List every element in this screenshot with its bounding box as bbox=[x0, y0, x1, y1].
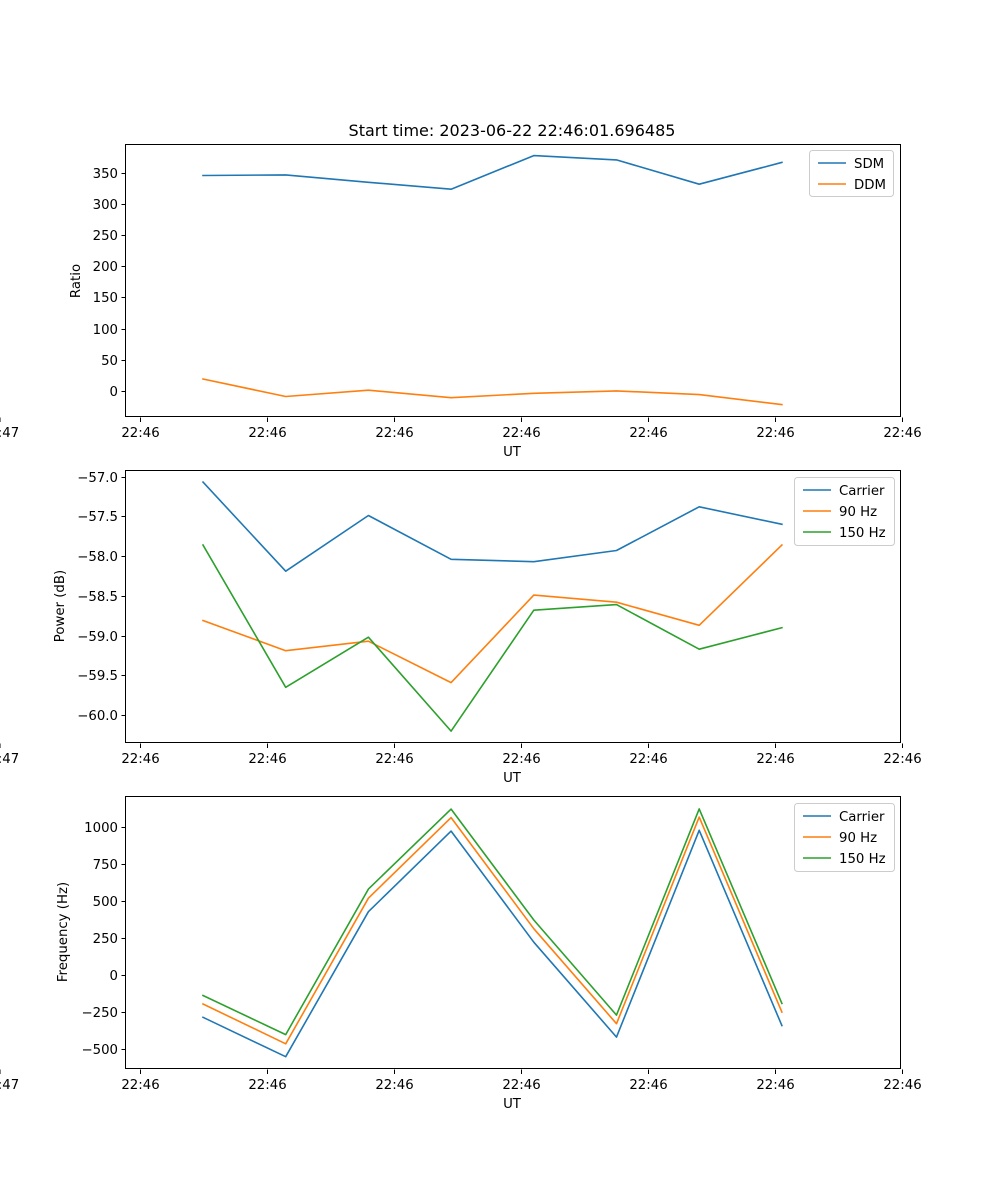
legend: Carrier 90 Hz 150 Hz bbox=[794, 477, 895, 546]
legend-label: SDM bbox=[854, 157, 884, 172]
axes-frame bbox=[125, 144, 901, 417]
y-tick-label: −59.5 bbox=[77, 669, 118, 684]
x-tick-label: 22:46 bbox=[502, 426, 540, 441]
y-tick-label: −58.0 bbox=[77, 550, 118, 565]
x-tick-label: 22:46 bbox=[629, 752, 667, 767]
y-tick-label: 0 bbox=[110, 385, 118, 400]
y-tick-label: 350 bbox=[93, 167, 118, 182]
x-tick-label: 22:46 bbox=[248, 1078, 286, 1093]
x-tick-label: 22:46 bbox=[883, 1078, 921, 1093]
y-tick-label: −250 bbox=[81, 1006, 118, 1021]
x-axis-label: UT bbox=[503, 1097, 522, 1112]
y-tick-label: 0 bbox=[110, 969, 118, 984]
series-line-sdm bbox=[202, 154, 783, 190]
legend-label: 150 Hz bbox=[839, 852, 886, 867]
x-tick-label: 22:46 bbox=[375, 1078, 413, 1093]
legend: SDM DDM bbox=[809, 150, 894, 197]
legend-label: 150 Hz bbox=[839, 526, 886, 541]
y-tick-label: 1000 bbox=[84, 821, 118, 836]
x-tick-label: 22:46 bbox=[248, 426, 286, 441]
x-tick-label: 22:46 bbox=[502, 752, 540, 767]
y-tick-label: −57.5 bbox=[77, 510, 118, 525]
y-tick-label: 750 bbox=[93, 858, 118, 873]
series-line-90-hz bbox=[201, 543, 784, 684]
x-tick-label: 22:46 bbox=[121, 426, 159, 441]
x-tick-label: 22:46 bbox=[883, 426, 921, 441]
x-tick-label: 22:46 bbox=[756, 426, 794, 441]
series-line-carrier bbox=[201, 829, 783, 1058]
y-tick-label: 200 bbox=[93, 260, 118, 275]
x-tick-label: 22:47 bbox=[0, 752, 19, 767]
y-tick-label: −500 bbox=[81, 1043, 118, 1058]
y-tick-label: −57.0 bbox=[77, 471, 118, 486]
x-tick-label: 22:46 bbox=[756, 752, 794, 767]
x-tick-label: 22:46 bbox=[883, 752, 921, 767]
y-tick-label: −60.0 bbox=[77, 709, 118, 724]
x-axis-ticks: 22:46 22:46 22:46 22:46 22:46 22:46 22:46 22:47 bbox=[0, 417, 922, 441]
y-axis-ticks: 0 50 100 150 200 250 300 350 bbox=[93, 167, 126, 400]
chart-title: Start time: 2023-06-22 22:46:01.696485 bbox=[349, 121, 676, 140]
plot-lines bbox=[201, 808, 783, 1058]
x-tick-label: 22:46 bbox=[629, 426, 667, 441]
x-axis-label: UT bbox=[503, 771, 522, 786]
legend-box bbox=[794, 803, 895, 872]
y-tick-label: −58.5 bbox=[77, 590, 118, 605]
y-tick-label: 250 bbox=[93, 932, 118, 947]
y-tick-label: 100 bbox=[93, 323, 118, 338]
y-tick-label: 150 bbox=[93, 291, 118, 306]
x-tick-label: 22:46 bbox=[756, 1078, 794, 1093]
ratio-panel: Start time: 2023-06-22 22:46:01.696485 0… bbox=[0, 121, 922, 460]
y-axis-ticks: −60.0 −59.5 −59.0 −58.5 −58.0 −57.5 −57.0 bbox=[77, 471, 126, 724]
legend-label: 90 Hz bbox=[839, 505, 877, 520]
x-tick-label: 22:46 bbox=[375, 752, 413, 767]
legend-box bbox=[794, 477, 895, 546]
y-axis-label: Power (dB) bbox=[53, 570, 68, 642]
power-panel: −60.0 −59.5 −59.0 −58.5 −58.0 −57.5 −57.0 22:4… bbox=[0, 470, 922, 786]
axes-frame bbox=[125, 796, 901, 1069]
x-tick-label: 22:46 bbox=[375, 426, 413, 441]
legend-box bbox=[809, 150, 894, 197]
y-tick-label: 500 bbox=[93, 895, 118, 910]
y-axis-label: Frequency (Hz) bbox=[56, 882, 71, 982]
series-line-carrier bbox=[201, 480, 783, 573]
series-line-150-hz bbox=[201, 543, 783, 732]
y-tick-label: 300 bbox=[93, 198, 118, 213]
x-axis-label: UT bbox=[503, 445, 522, 460]
series-line-150-hz bbox=[201, 808, 783, 1036]
x-tick-label: 22:46 bbox=[121, 752, 159, 767]
x-axis-ticks: 22:46 22:46 22:46 22:46 22:46 22:46 22:46 22:47 bbox=[0, 743, 922, 767]
y-tick-label: 250 bbox=[93, 229, 118, 244]
x-tick-label: 22:46 bbox=[629, 1078, 667, 1093]
legend: Carrier 90 Hz 150 Hz bbox=[794, 803, 895, 872]
x-tick-label: 22:46 bbox=[502, 1078, 540, 1093]
y-tick-label: −59.0 bbox=[77, 630, 118, 645]
series-line-ddm bbox=[202, 378, 783, 406]
plot-lines bbox=[201, 480, 784, 732]
axes-frame bbox=[125, 470, 901, 743]
x-tick-label: 22:46 bbox=[121, 1078, 159, 1093]
x-tick-label: 22:47 bbox=[0, 1078, 19, 1093]
series-line-90-hz bbox=[201, 816, 783, 1045]
y-tick-label: 50 bbox=[101, 354, 118, 369]
plot-lines bbox=[202, 154, 783, 406]
x-axis-ticks: 22:46 22:46 22:46 22:46 22:46 22:46 22:46 22:47 bbox=[0, 1069, 922, 1093]
legend-label: 90 Hz bbox=[839, 831, 877, 846]
legend-label: DDM bbox=[854, 178, 886, 193]
x-tick-label: 22:46 bbox=[248, 752, 286, 767]
y-axis-label: Ratio bbox=[69, 264, 84, 298]
x-tick-label: 22:47 bbox=[0, 426, 19, 441]
legend-label: Carrier bbox=[839, 484, 885, 499]
legend-label: Carrier bbox=[839, 810, 885, 825]
y-axis-ticks: −500 −250 0 250 500 750 1000 bbox=[81, 821, 126, 1058]
